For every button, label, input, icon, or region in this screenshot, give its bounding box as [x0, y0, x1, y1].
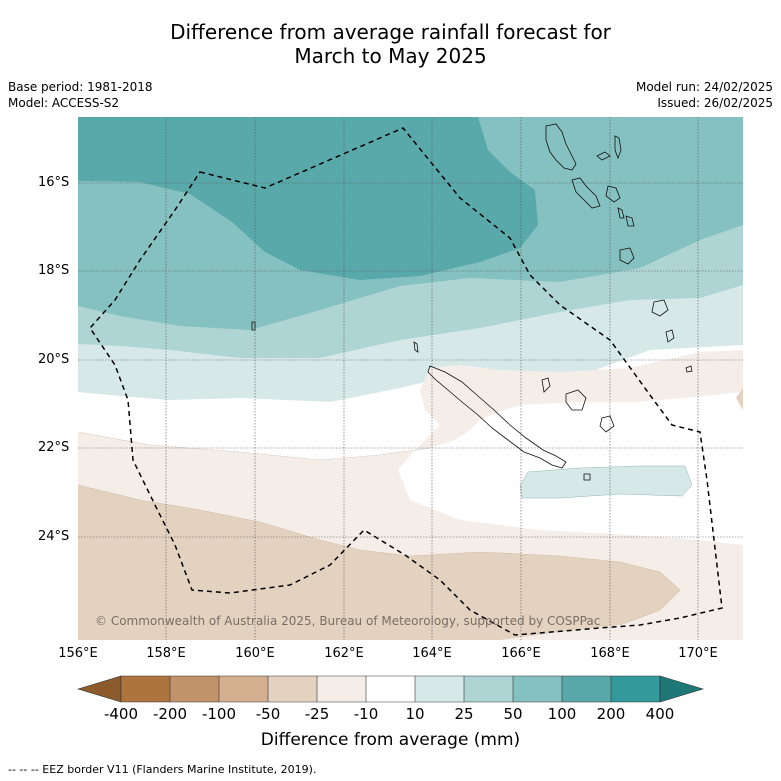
- colorbar-tick-8: 25: [454, 705, 474, 723]
- vanuatu-efate-area: [605, 185, 621, 203]
- lon-label-168e: 168°E: [590, 646, 630, 661]
- colorbar: [76, 675, 705, 703]
- vanuatu-malakula: [571, 177, 601, 209]
- colorbar-extend-high: [659, 675, 705, 703]
- model-text: Model: ACCESS-S2: [8, 96, 120, 110]
- title-line-2: March to May 2025: [294, 44, 487, 68]
- colorbar-seg-10: [562, 676, 611, 702]
- colorbar-tick-9: 50: [503, 705, 523, 723]
- colorbar-seg-5: [317, 676, 366, 702]
- hunter-island: [685, 365, 693, 373]
- eez-border-line: [89, 127, 723, 636]
- lon-label-170e: 170°E: [678, 646, 718, 661]
- title-line-1: Difference from average rainfall forecas…: [170, 20, 611, 44]
- lon-label-158e: 158°E: [146, 646, 186, 661]
- lat-label-16s: 16°S: [38, 175, 70, 190]
- colorbar-tick-1: -400: [103, 705, 139, 723]
- model-run-text: Model run: 24/02/2025: [635, 80, 773, 94]
- vanuatu-small-2: [625, 215, 635, 227]
- lon-label-162e: 162°E: [324, 646, 364, 661]
- lon-label-156e: 156°E: [58, 646, 98, 661]
- islet-1: [413, 341, 419, 353]
- colorbar-tick-7: 10: [405, 705, 425, 723]
- colorbar-seg-6: [366, 676, 415, 702]
- colorbar-tick-6: -10: [353, 705, 379, 723]
- meta-left: Base period: 1981-2018 Model: ACCESS-S2: [8, 79, 153, 111]
- copyright-notice: © Commonwealth of Australia 2025, Bureau…: [95, 614, 601, 628]
- colorbar-tick-2: -200: [152, 705, 188, 723]
- vanuatu-island-2: [596, 151, 611, 161]
- map-title: Difference from average rainfall forecas…: [0, 20, 781, 68]
- colorbar-seg-1: [121, 676, 170, 702]
- colorbar-seg-4: [268, 676, 317, 702]
- colorbar-extend-low: [76, 675, 122, 703]
- band-minus-25-50: [78, 485, 680, 640]
- colorbar-seg-8: [464, 676, 513, 702]
- solomon-tip: [251, 321, 256, 331]
- band-plus-10-25-pocket: [519, 465, 693, 499]
- loyalty-ouvea: [541, 377, 551, 393]
- lat-label-22s: 22°S: [38, 440, 70, 455]
- lon-label-160e: 160°E: [235, 646, 275, 661]
- vanuatu-espiritu-santo: [545, 123, 577, 171]
- colorbar-tick-3: -100: [201, 705, 237, 723]
- colorbar-seg-11: [611, 676, 660, 702]
- loyalty-lifou: [565, 389, 587, 411]
- colorbar-tick-4: -50: [255, 705, 281, 723]
- band-minus-10-25-east: [736, 388, 743, 410]
- lon-label-166e: 166°E: [501, 646, 541, 661]
- vanuatu-aneityum: [665, 329, 675, 343]
- loyalty-mare: [599, 415, 615, 433]
- lat-label-18s: 18°S: [38, 263, 70, 278]
- colorbar-seg-2: [170, 676, 219, 702]
- issued-text: Issued: 26/02/2025: [657, 96, 773, 110]
- vanuatu-tanna: [651, 299, 669, 317]
- meta-right: Model run: 24/02/2025 Issued: 26/02/2025: [636, 79, 773, 111]
- rainfall-anomaly-field: [78, 117, 743, 640]
- walpole-island: [583, 473, 591, 481]
- vanuatu-island-3: [614, 135, 622, 160]
- lon-label-164e: 164°E: [412, 646, 452, 661]
- colorbar-tick-12: 400: [645, 705, 675, 723]
- colorbar-seg-7: [415, 676, 464, 702]
- lat-label-24s: 24°S: [38, 529, 70, 544]
- lat-label-20s: 20°S: [38, 352, 70, 367]
- colorbar-tick-11: 200: [596, 705, 626, 723]
- colorbar-seg-3: [219, 676, 268, 702]
- colorbar-tick-5: -25: [304, 705, 330, 723]
- eez-footnote: -- -- -- EEZ border V11 (Flanders Marine…: [8, 763, 317, 776]
- vanuatu-erromango: [619, 247, 635, 265]
- colorbar-tick-10: 100: [547, 705, 577, 723]
- new-caledonia-island: [427, 365, 567, 469]
- colorbar-label: Difference from average (mm): [260, 730, 521, 750]
- vanuatu-small-1: [617, 207, 625, 219]
- gridlines: [78, 117, 743, 640]
- colorbar-seg-9: [513, 676, 562, 702]
- base-period-text: Base period: 1981-2018: [8, 80, 153, 94]
- band-plus-100-200: [78, 117, 538, 280]
- islands: [251, 123, 693, 481]
